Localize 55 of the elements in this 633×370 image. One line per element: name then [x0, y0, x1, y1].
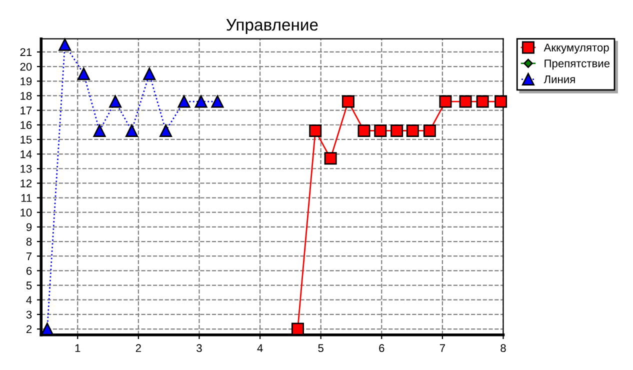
chart-title: Управление — [226, 19, 318, 34]
legend-label: Препятствие — [544, 60, 610, 70]
y-tick-label: 8 — [26, 238, 32, 246]
point — [93, 124, 106, 137]
point — [342, 95, 354, 108]
point — [77, 68, 90, 80]
point — [109, 95, 122, 108]
x-tick-label: 4 — [257, 344, 263, 352]
y-tick-label: 16 — [20, 121, 32, 130]
x-tick-label: 7 — [440, 344, 445, 352]
point — [406, 124, 419, 137]
point — [125, 124, 138, 137]
point — [476, 95, 489, 108]
point — [291, 322, 304, 336]
y-tick-label: 5 — [26, 282, 32, 290]
point — [211, 95, 224, 108]
x-tick-label: 1 — [75, 344, 80, 352]
y-tick-label: 18 — [20, 92, 32, 100]
point — [494, 95, 508, 108]
y-tick-label: 9 — [26, 223, 32, 232]
point — [324, 152, 337, 165]
point — [390, 124, 404, 137]
point — [374, 124, 387, 137]
point — [58, 38, 72, 51]
y-tick-label: 4 — [26, 296, 32, 304]
point — [358, 124, 370, 137]
point — [160, 124, 172, 137]
y-tick-label: 15 — [20, 136, 32, 144]
y-tick-label: 12 — [20, 179, 32, 188]
x-tick-label: 2 — [136, 344, 141, 352]
x-tick-label: 3 — [196, 344, 202, 352]
y-tick-label: 7 — [26, 252, 32, 260]
y-tick-label: 11 — [21, 194, 32, 202]
legend-label: Линия — [544, 76, 575, 84]
x-tick-label: 6 — [379, 344, 384, 352]
y-tick-label: 13 — [20, 164, 32, 173]
y-tick-label: 20 — [20, 62, 32, 71]
y-tick-label: 14 — [20, 150, 32, 158]
point — [459, 95, 472, 108]
legend-label: Аккумулятор — [544, 44, 609, 54]
y-tick-label: 10 — [20, 208, 32, 217]
y-tick-label: 19 — [20, 77, 32, 86]
y-tick-label: 17 — [20, 106, 32, 114]
x-tick-label: 5 — [318, 344, 324, 352]
y-tick-label: 6 — [26, 266, 32, 275]
point — [423, 124, 436, 137]
y-tick-label: 3 — [26, 310, 32, 319]
point — [309, 124, 322, 137]
point — [194, 95, 208, 108]
y-tick-label: 21 — [20, 48, 32, 56]
x-tick-label: 8 — [500, 344, 506, 352]
point — [178, 95, 190, 108]
y-tick-label: 2 — [26, 325, 32, 334]
point — [143, 68, 156, 80]
point — [439, 95, 452, 108]
